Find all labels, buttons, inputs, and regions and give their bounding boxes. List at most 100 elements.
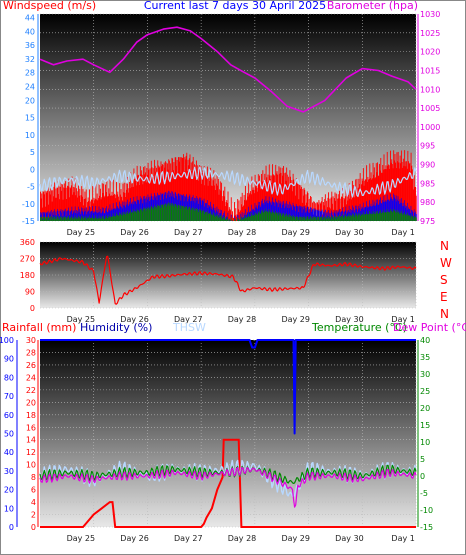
gust-bar bbox=[339, 190, 340, 221]
gust-bar bbox=[388, 164, 389, 221]
low-bar bbox=[218, 218, 220, 221]
day-label: Day 25 bbox=[67, 315, 96, 324]
low-bar bbox=[379, 211, 380, 221]
avg-bar bbox=[112, 209, 114, 221]
low-bar bbox=[376, 212, 378, 221]
baro-tick-label: 995 bbox=[420, 142, 435, 151]
low-bar bbox=[117, 214, 119, 221]
low-bar bbox=[79, 219, 81, 221]
gust-bar bbox=[72, 186, 74, 221]
gust-bar bbox=[273, 175, 275, 221]
compass-label-w: W bbox=[440, 256, 452, 270]
gust-bar bbox=[351, 180, 353, 221]
gust-bar bbox=[263, 185, 265, 221]
wind-tick-label: 5 bbox=[30, 148, 35, 157]
gust-bar bbox=[279, 167, 281, 221]
low-bar bbox=[249, 216, 251, 221]
day-label: Day 30 bbox=[335, 315, 364, 324]
gust-bar bbox=[215, 190, 217, 221]
gust-bar bbox=[301, 187, 302, 221]
gust-bar bbox=[201, 183, 203, 221]
low-bar bbox=[156, 206, 157, 221]
gust-bar bbox=[242, 206, 244, 221]
low-bar bbox=[414, 217, 416, 221]
avg-bar bbox=[105, 208, 107, 221]
avg-bar bbox=[392, 200, 394, 221]
low-bar bbox=[237, 217, 239, 221]
low-bar bbox=[152, 206, 154, 221]
low-bar bbox=[225, 219, 227, 221]
gust-bar bbox=[253, 193, 255, 221]
avg-bar bbox=[79, 209, 81, 221]
avg-bar bbox=[370, 206, 371, 221]
gust-bar bbox=[85, 189, 87, 221]
avg-bar bbox=[40, 214, 42, 221]
avg-bar bbox=[108, 208, 110, 221]
avg-bar bbox=[292, 202, 294, 221]
avg-bar bbox=[91, 211, 93, 221]
gust-bar bbox=[136, 165, 138, 221]
avg-bar bbox=[81, 207, 83, 221]
avg-bar bbox=[117, 207, 119, 221]
gust-bar bbox=[227, 191, 229, 221]
avg-bar bbox=[299, 207, 301, 221]
low-bar bbox=[81, 215, 83, 221]
low-bar bbox=[368, 214, 370, 221]
low-bar bbox=[62, 219, 64, 221]
low-bar bbox=[151, 206, 153, 221]
avg-bar bbox=[101, 207, 103, 221]
low-bar bbox=[250, 216, 252, 221]
gust-bar bbox=[194, 176, 196, 221]
avg-bar bbox=[75, 213, 77, 221]
avg-bar bbox=[118, 209, 120, 221]
gust-bar bbox=[352, 193, 354, 221]
day-label: Day 30 bbox=[335, 228, 364, 237]
low-bar bbox=[335, 217, 337, 221]
gust-bar bbox=[306, 191, 308, 221]
gust-bar bbox=[195, 165, 197, 221]
avg-bar bbox=[321, 209, 323, 221]
avg-bar bbox=[396, 195, 398, 221]
low-bar bbox=[280, 213, 282, 221]
gust-bar bbox=[252, 187, 254, 221]
day-label: Day 1 bbox=[391, 315, 414, 324]
avg-bar bbox=[41, 218, 43, 221]
gust-bar bbox=[53, 186, 55, 221]
avg-bar bbox=[41, 212, 43, 221]
low-bar bbox=[179, 205, 181, 221]
low-bar bbox=[96, 218, 97, 221]
low-bar bbox=[76, 218, 78, 221]
low-bar bbox=[211, 213, 213, 221]
gust-bar bbox=[187, 159, 189, 221]
low-bar bbox=[85, 217, 87, 221]
low-bar bbox=[68, 215, 70, 221]
gust-bar bbox=[82, 189, 84, 221]
gust-bar bbox=[149, 168, 151, 221]
gust-bar bbox=[113, 195, 115, 221]
avg-bar bbox=[98, 206, 100, 221]
gust-bar bbox=[174, 157, 176, 221]
gust-bar bbox=[404, 161, 406, 221]
avg-bar bbox=[311, 211, 313, 221]
gust-bar bbox=[207, 185, 209, 221]
gust-bar bbox=[302, 195, 304, 221]
gust-bar bbox=[206, 174, 208, 221]
avg-bar bbox=[134, 201, 136, 221]
baro-tick-label: 1025 bbox=[420, 29, 440, 38]
low-bar bbox=[87, 217, 89, 221]
low-bar bbox=[372, 210, 374, 221]
low-bar bbox=[209, 213, 211, 221]
low-bar bbox=[286, 214, 288, 221]
gust-bar bbox=[205, 175, 207, 221]
low-bar bbox=[264, 210, 266, 221]
low-bar bbox=[384, 212, 386, 221]
gust-bar bbox=[177, 173, 179, 221]
avg-bar bbox=[383, 195, 385, 221]
rain-tick-label: 0 bbox=[31, 523, 36, 532]
gust-bar bbox=[384, 169, 386, 221]
avg-bar bbox=[52, 212, 54, 221]
gust-bar bbox=[208, 180, 210, 221]
low-bar bbox=[350, 215, 351, 221]
avg-bar bbox=[393, 193, 395, 221]
humidity-tick-label: 100 bbox=[0, 336, 14, 345]
